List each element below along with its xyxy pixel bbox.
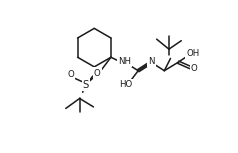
Text: O: O	[67, 70, 74, 79]
Text: OH: OH	[186, 49, 199, 58]
Text: O: O	[94, 69, 101, 78]
Text: S: S	[83, 80, 89, 90]
Text: NH: NH	[118, 57, 131, 66]
Text: HO: HO	[119, 80, 133, 89]
Text: O: O	[191, 64, 198, 73]
Text: N: N	[148, 57, 154, 66]
